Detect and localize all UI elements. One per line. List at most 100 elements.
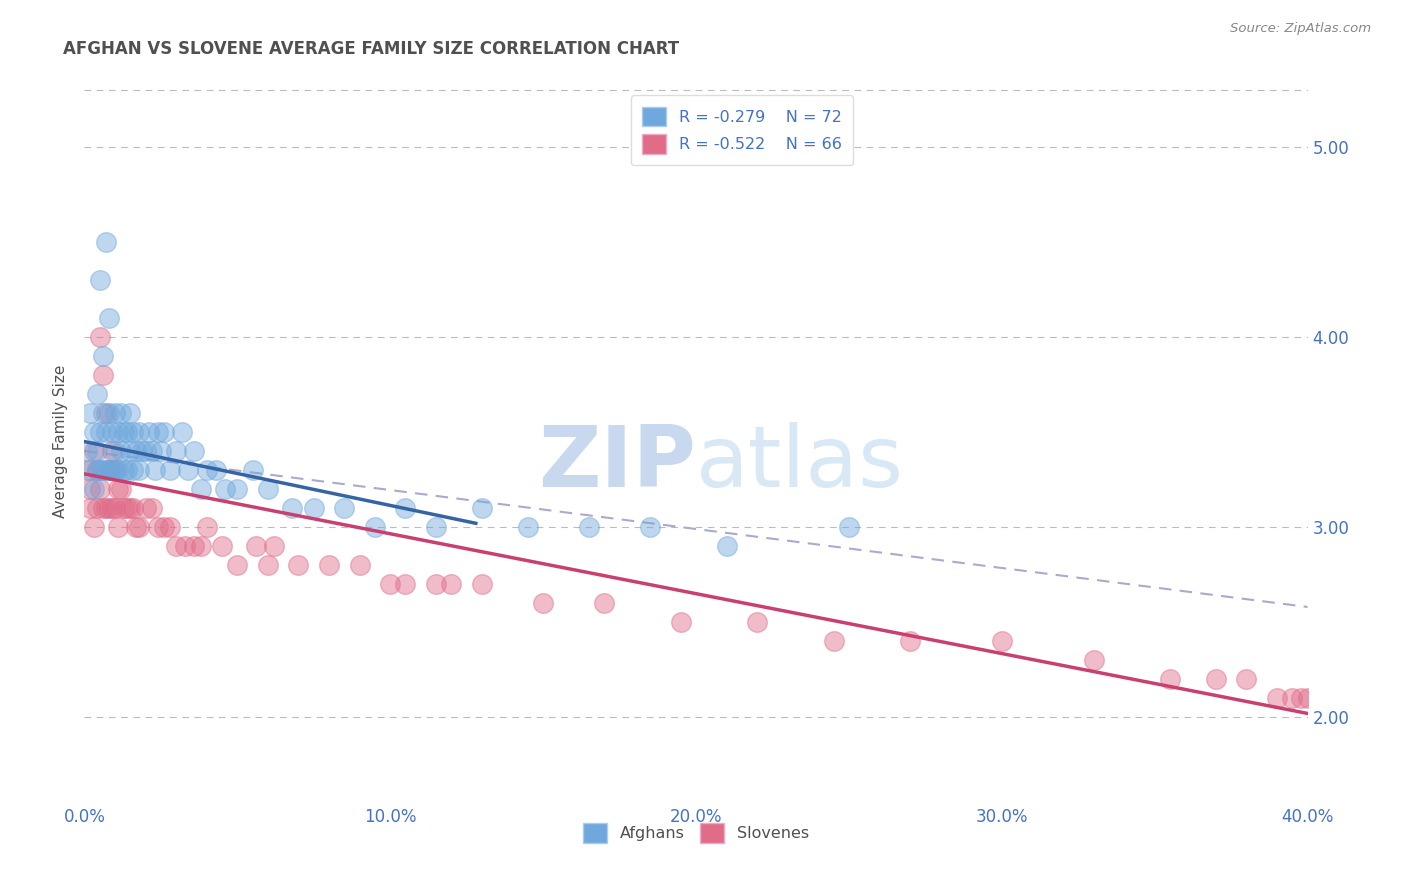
Point	[86, 463, 108, 477]
Point	[747, 615, 769, 630]
Text: ZIP: ZIP	[538, 422, 696, 505]
Point	[716, 539, 738, 553]
Point	[991, 634, 1014, 648]
Point	[318, 558, 340, 573]
Point	[425, 520, 447, 534]
Point	[1159, 672, 1181, 686]
Point	[83, 425, 105, 439]
Point	[1265, 691, 1288, 706]
Point	[97, 463, 120, 477]
Point	[364, 520, 387, 534]
Point	[120, 444, 142, 458]
Point	[115, 425, 138, 439]
Text: AFGHAN VS SLOVENE AVERAGE FAMILY SIZE CORRELATION CHART: AFGHAN VS SLOVENE AVERAGE FAMILY SIZE CO…	[63, 40, 679, 58]
Point	[149, 444, 172, 458]
Point	[183, 539, 205, 553]
Point	[135, 501, 157, 516]
Point	[226, 482, 249, 496]
Point	[110, 444, 132, 458]
Point	[101, 425, 124, 439]
Point	[91, 349, 114, 363]
Point	[107, 520, 129, 534]
Point	[1083, 653, 1105, 667]
Point	[89, 425, 111, 439]
Point	[115, 463, 138, 477]
Point	[104, 406, 127, 420]
Point	[76, 463, 98, 477]
Point	[101, 501, 124, 516]
Point	[141, 444, 163, 458]
Point	[146, 425, 169, 439]
Point	[263, 539, 285, 553]
Point	[97, 310, 120, 325]
Point	[195, 520, 218, 534]
Point	[128, 425, 150, 439]
Point	[214, 482, 236, 496]
Point	[107, 482, 129, 496]
Point	[94, 463, 117, 477]
Point	[211, 539, 233, 553]
Point	[593, 596, 616, 610]
Point	[104, 444, 127, 458]
Point	[125, 444, 148, 458]
Point	[578, 520, 600, 534]
Text: atlas: atlas	[696, 422, 904, 505]
Point	[172, 425, 194, 439]
Legend: Afghans, Slovenes: Afghans, Slovenes	[576, 817, 815, 849]
Point	[195, 463, 218, 477]
Point	[516, 520, 538, 534]
Point	[86, 463, 108, 477]
Point	[159, 520, 181, 534]
Point	[287, 558, 309, 573]
Point	[1205, 672, 1227, 686]
Point	[190, 539, 212, 553]
Point	[349, 558, 371, 573]
Point	[104, 463, 127, 477]
Point	[183, 444, 205, 458]
Point	[79, 463, 101, 477]
Point	[112, 501, 135, 516]
Point	[135, 444, 157, 458]
Point	[89, 482, 111, 496]
Point	[302, 501, 325, 516]
Point	[94, 501, 117, 516]
Point	[471, 577, 494, 591]
Y-axis label: Average Family Size: Average Family Size	[53, 365, 69, 518]
Point	[838, 520, 860, 534]
Point	[394, 577, 416, 591]
Point	[110, 406, 132, 420]
Point	[898, 634, 921, 648]
Point	[79, 501, 101, 516]
Point	[79, 482, 101, 496]
Point	[205, 463, 228, 477]
Point	[823, 634, 845, 648]
Point	[115, 501, 138, 516]
Point	[531, 596, 554, 610]
Point	[97, 463, 120, 477]
Point	[153, 520, 176, 534]
Point	[89, 273, 111, 287]
Point	[1281, 691, 1303, 706]
Point	[128, 463, 150, 477]
Point	[79, 406, 101, 420]
Point	[125, 520, 148, 534]
Point	[174, 539, 197, 553]
Point	[101, 463, 124, 477]
Point	[86, 501, 108, 516]
Point	[159, 463, 181, 477]
Point	[120, 501, 142, 516]
Point	[131, 444, 153, 458]
Point	[333, 501, 356, 516]
Point	[165, 539, 187, 553]
Point	[94, 235, 117, 249]
Point	[257, 558, 280, 573]
Point	[104, 501, 127, 516]
Point	[112, 463, 135, 477]
Point	[143, 463, 166, 477]
Point	[91, 463, 114, 477]
Point	[91, 501, 114, 516]
Point	[110, 482, 132, 496]
Point	[122, 501, 145, 516]
Point	[86, 444, 108, 458]
Point	[146, 520, 169, 534]
